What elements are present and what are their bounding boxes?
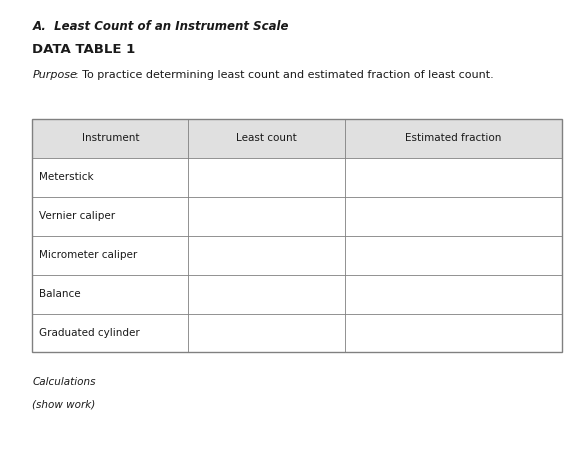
Text: : To practice determining least count and estimated fraction of least count.: : To practice determining least count an… bbox=[75, 70, 493, 79]
Text: Least count: Least count bbox=[236, 133, 297, 143]
Text: Purpose: Purpose bbox=[32, 70, 77, 79]
Text: A.  Least Count of an Instrument Scale: A. Least Count of an Instrument Scale bbox=[32, 20, 289, 33]
Bar bbox=[32, 119, 562, 352]
Text: DATA TABLE 1: DATA TABLE 1 bbox=[32, 43, 136, 56]
Text: Meterstick: Meterstick bbox=[39, 172, 94, 182]
Text: (show work): (show work) bbox=[32, 400, 96, 409]
Text: Vernier caliper: Vernier caliper bbox=[39, 211, 115, 221]
Text: Balance: Balance bbox=[39, 289, 81, 299]
Text: Graduated cylinder: Graduated cylinder bbox=[39, 328, 140, 338]
Text: Micrometer caliper: Micrometer caliper bbox=[39, 250, 138, 260]
Bar bbox=[32, 119, 562, 158]
Text: Instrument: Instrument bbox=[82, 133, 139, 143]
Text: Calculations: Calculations bbox=[32, 377, 96, 387]
Text: Estimated fraction: Estimated fraction bbox=[405, 133, 501, 143]
